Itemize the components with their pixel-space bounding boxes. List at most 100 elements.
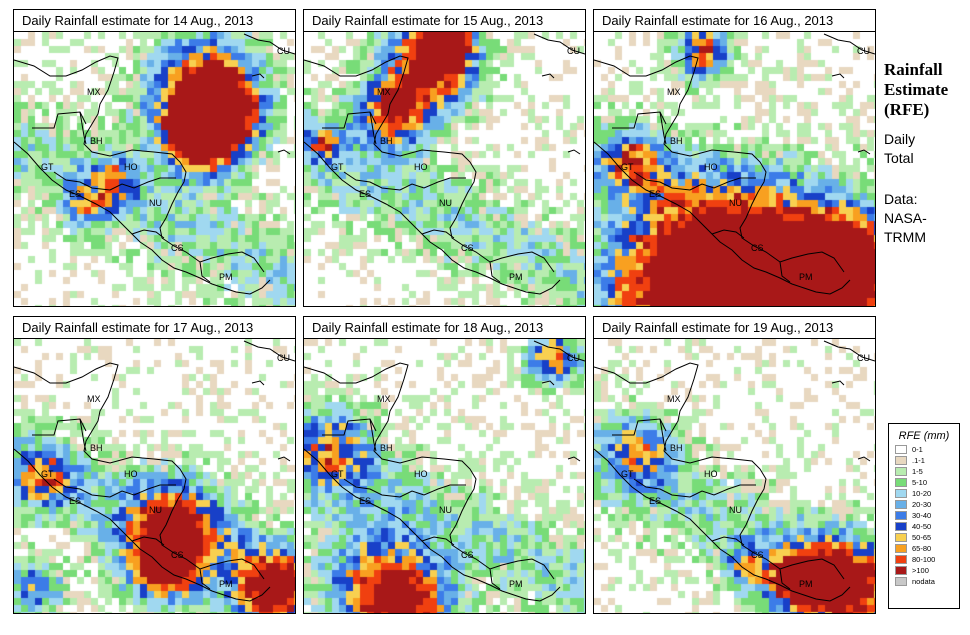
legend-label: 10-20: [912, 489, 932, 498]
panel-title: Daily Rainfall estimate for 15 Aug., 201…: [304, 10, 585, 32]
country-label-gt: GT: [621, 162, 634, 172]
country-label-es: ES: [69, 189, 82, 199]
legend-entry: nodata: [895, 576, 959, 587]
legend-label: 80-100: [912, 555, 936, 564]
rainfall-map: CU MX BH GT HO ES NU CS PM: [594, 339, 875, 613]
country-label-nu: NU: [149, 505, 162, 515]
legend-swatch: [895, 566, 907, 575]
country-label-cu: CU: [277, 46, 290, 56]
period-label: Daily Total: [884, 130, 915, 168]
country-label-ho: HO: [124, 469, 138, 479]
coastline-borders: [304, 33, 585, 295]
rainfall-map: CU MX BH GT HO ES NU CS PM: [304, 339, 585, 613]
country-label-cu: CU: [857, 353, 870, 363]
border-line: [612, 418, 667, 436]
panel-title: Daily Rainfall estimate for 17 Aug., 201…: [14, 317, 295, 339]
border-line: [251, 73, 265, 79]
legend-label: >100: [912, 566, 929, 575]
country-label-pm: PM: [509, 579, 523, 589]
country-label-nu: NU: [149, 198, 162, 208]
country-label-gt: GT: [621, 469, 634, 479]
border-line: [14, 448, 271, 602]
country-label-ho: HO: [414, 469, 428, 479]
country-label-mx: MX: [667, 394, 681, 404]
country-label-pm: PM: [219, 579, 233, 589]
legend-entries: 0-1 .1-1 1-5 5-10 10-20 20-30 30-40 40-50 50-65 6…: [889, 444, 959, 587]
country-label-bh: BH: [380, 136, 393, 146]
country-label-gt: GT: [331, 469, 344, 479]
border-line: [659, 418, 667, 452]
border-line: [857, 456, 871, 462]
country-label-mx: MX: [87, 87, 101, 97]
border-line: [243, 340, 295, 362]
border-line: [14, 141, 271, 295]
border-line: [79, 418, 87, 452]
coastline-borders: [594, 33, 875, 295]
panel-19-aug: Daily Rainfall estimate for 19 Aug., 201…: [593, 316, 876, 614]
rainfall-raster: [14, 339, 295, 613]
legend-label: 65-80: [912, 544, 932, 553]
border-line: [369, 111, 377, 145]
rainfall-raster: [14, 32, 295, 306]
border-line: [594, 55, 845, 273]
country-label-cs: CS: [171, 550, 184, 560]
source-line3: TRMM: [884, 229, 926, 245]
border-line: [14, 362, 265, 580]
border-line: [779, 568, 791, 590]
country-label-pm: PM: [799, 579, 813, 589]
legend-swatch: [895, 478, 907, 487]
country-label-cs: CS: [751, 243, 764, 253]
panel-18-aug: Daily Rainfall estimate for 18 Aug., 201…: [303, 316, 586, 614]
border-line: [659, 111, 667, 145]
border-line: [131, 229, 165, 239]
country-label-nu: NU: [439, 505, 452, 515]
legend-entry: 20-30: [895, 499, 959, 510]
country-label-pm: PM: [509, 272, 523, 282]
panel-title: Daily Rainfall estimate for 14 Aug., 201…: [14, 10, 295, 32]
border-line: [322, 418, 377, 436]
product-title-line3: (RFE): [884, 100, 930, 119]
border-line: [421, 536, 455, 546]
country-label-gt: GT: [41, 162, 54, 172]
country-label-mx: MX: [87, 394, 101, 404]
legend-swatch: [895, 489, 907, 498]
border-line: [594, 448, 851, 602]
panel-14-aug: Daily Rainfall estimate for 14 Aug., 201…: [13, 9, 296, 307]
border-line: [633, 171, 756, 191]
legend-label: 1-5: [912, 467, 923, 476]
country-label-mx: MX: [377, 394, 391, 404]
border-line: [857, 149, 871, 155]
product-title: Rainfall Estimate (RFE): [884, 60, 948, 120]
legend-entry: 40-50: [895, 521, 959, 532]
legend-entry: 5-10: [895, 477, 959, 488]
country-label-cu: CU: [567, 353, 580, 363]
border-line: [633, 478, 756, 498]
border-line: [711, 536, 745, 546]
country-label-gt: GT: [41, 469, 54, 479]
border-line: [243, 33, 295, 55]
legend-swatch: [895, 467, 907, 476]
country-label-ho: HO: [704, 162, 718, 172]
legend-swatch: [895, 456, 907, 465]
country-label-bh: BH: [670, 136, 683, 146]
product-title-line2: Estimate: [884, 80, 949, 99]
period-line1: Daily: [884, 131, 916, 147]
legend-label: 50-65: [912, 533, 932, 542]
border-line: [79, 111, 87, 145]
rfe-legend: RFE (mm) 0-1 .1-1 1-5 5-10 10-20 20-30 30-40 40…: [888, 423, 960, 609]
border-line: [304, 362, 555, 580]
rainfall-map: CU MX BH GT HO ES NU CS PM: [14, 339, 295, 613]
legend-label: 40-50: [912, 522, 932, 531]
legend-swatch: [895, 500, 907, 509]
legend-label: .1-1: [912, 456, 925, 465]
border-line: [831, 73, 845, 79]
border-line: [594, 362, 845, 580]
rainfall-raster: [594, 32, 875, 306]
country-label-bh: BH: [670, 443, 683, 453]
legend-label: 0-1: [912, 445, 923, 454]
coastline-borders: [594, 340, 875, 602]
border-line: [567, 456, 581, 462]
legend-label: 30-40: [912, 511, 932, 520]
country-label-bh: BH: [90, 443, 103, 453]
panel-17-aug: Daily Rainfall estimate for 17 Aug., 201…: [13, 316, 296, 614]
